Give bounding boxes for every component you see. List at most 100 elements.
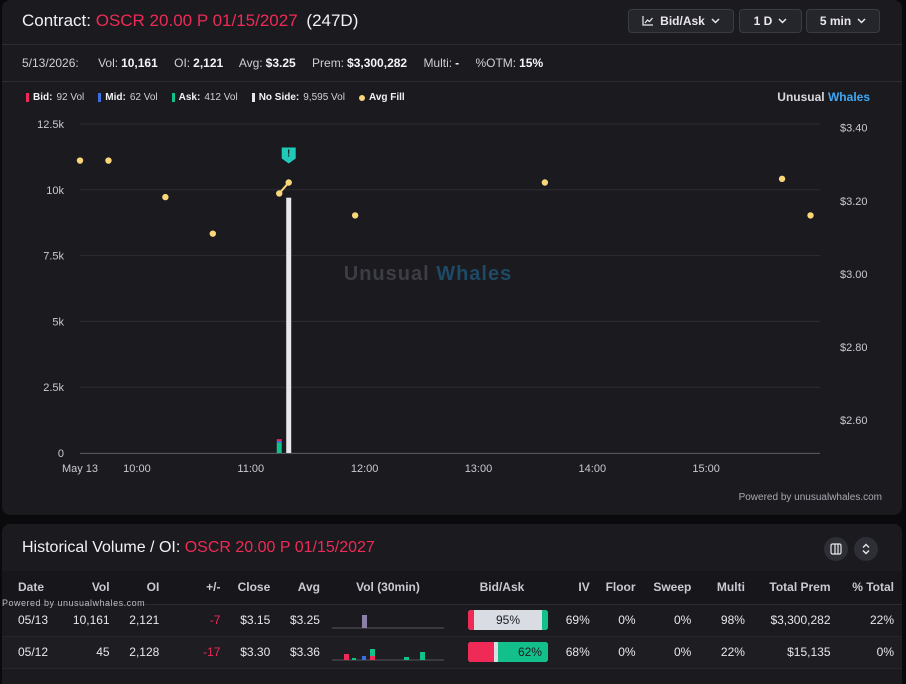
volume-bar-ask bbox=[276, 442, 282, 453]
cell-date: 05/12 bbox=[2, 636, 58, 669]
chart-watermark: Unusual Whales bbox=[344, 263, 512, 285]
col-vol[interactable]: Vol bbox=[57, 571, 114, 605]
table-row[interactable]: 05/13 10,161 2,121 -7 $3.15 $3.25 95 bbox=[2, 604, 902, 637]
mini-bar bbox=[361, 655, 366, 660]
col-iv[interactable]: IV bbox=[551, 571, 594, 605]
brand-word-1: Unusual bbox=[777, 90, 825, 104]
legend-bid[interactable]: Bid: 92 Vol bbox=[26, 92, 84, 103]
stats-otm-label: %OTM: bbox=[475, 56, 517, 70]
legend-mid[interactable]: Mid: 62 Vol bbox=[98, 92, 158, 103]
stats-otm: 15% bbox=[519, 56, 544, 70]
avg-fill-point bbox=[105, 157, 112, 164]
stats-divider bbox=[2, 81, 902, 82]
chart-legend: Bid: 92 Vol Mid: 62 Vol Ask: 412 Vol No Sid… bbox=[26, 92, 405, 103]
mini-bar bbox=[369, 655, 375, 660]
bid-swatch bbox=[26, 93, 29, 102]
col-vol-30min[interactable]: Vol (30min) bbox=[323, 571, 452, 605]
col-oi[interactable]: OI bbox=[113, 571, 164, 605]
cell-floor: 0% bbox=[593, 604, 640, 637]
volume-bar-noside bbox=[286, 197, 292, 453]
cell-floor: 0% bbox=[593, 636, 640, 669]
stats-vol-label: Vol: bbox=[98, 56, 119, 70]
avg-fill-point bbox=[351, 212, 359, 219]
table-watermark: Powered by unusualwhales.com bbox=[2, 598, 146, 608]
volume-bar-mid bbox=[276, 441, 282, 443]
legend-noside[interactable]: No Side: 9,595 Vol bbox=[251, 92, 345, 103]
avg-fill-point bbox=[807, 212, 814, 219]
bid-ask-bar: 95% bbox=[467, 610, 548, 630]
historical-title-text: Historical Volume / OI: bbox=[22, 539, 181, 556]
chevron-down-icon bbox=[778, 18, 787, 24]
legend-avgfill-label: Avg Fill bbox=[368, 92, 405, 103]
cell-iv: 68% bbox=[551, 636, 594, 669]
stats-avg: $3.25 bbox=[265, 56, 296, 70]
col-avg[interactable]: Avg bbox=[274, 571, 324, 605]
brand-logo: Unusual Whales bbox=[777, 90, 870, 104]
mini-bar bbox=[403, 656, 409, 660]
cell-oi: 2,121 bbox=[113, 604, 164, 637]
y-left-tick-label: 12.5k bbox=[37, 119, 64, 131]
legend-mid-value: 62 Vol bbox=[129, 92, 158, 103]
chart-mode-label: Bid/Ask bbox=[660, 14, 705, 28]
legend-ask-label: Ask: bbox=[178, 92, 201, 103]
legend-ask[interactable]: Ask: 412 Vol bbox=[171, 92, 238, 103]
col-date[interactable]: Date bbox=[2, 571, 58, 605]
cell-close: $3.30 bbox=[224, 636, 275, 669]
range-dropdown[interactable]: 1 D bbox=[739, 9, 802, 33]
contract-symbol: OSCR 20.00 P 01/15/2027 bbox=[95, 11, 298, 30]
col-pct-total[interactable]: % Total bbox=[834, 571, 902, 605]
cell-vol: 45 bbox=[57, 636, 114, 669]
alert-marker-icon bbox=[281, 147, 296, 164]
cell-bid-ask: 95% bbox=[451, 604, 552, 637]
col-change[interactable]: +/- bbox=[163, 571, 225, 605]
volume-bar-bid bbox=[276, 439, 282, 442]
col-bid-ask[interactable]: Bid/Ask bbox=[451, 571, 552, 605]
mini-bar bbox=[351, 657, 356, 660]
col-multi[interactable]: Multi bbox=[695, 571, 749, 605]
interval-dropdown[interactable]: 5 min bbox=[806, 9, 880, 33]
col-floor[interactable]: Floor bbox=[593, 571, 640, 605]
stats-multi-label: Multi: bbox=[423, 56, 453, 70]
legend-ask-value: 412 Vol bbox=[204, 92, 238, 103]
table-row[interactable]: 05/12 45 2,128 -17 $3.30 $3.36 bbox=[2, 636, 902, 669]
y-right-tick-label: $2.60 bbox=[840, 415, 868, 427]
avg-fill-point bbox=[162, 193, 169, 201]
bid-ask-ask-fill bbox=[542, 610, 548, 630]
mini-bar bbox=[343, 653, 349, 660]
x-tick-label: 13:00 bbox=[465, 463, 493, 475]
y-left-tick-label: 0 bbox=[58, 448, 64, 460]
historical-contract: OSCR 20.00 P 01/15/2027 bbox=[184, 539, 375, 556]
y-left-tick-label: 10k bbox=[46, 185, 64, 197]
volume-fill-chart: 12.5k 10k 7.5k 5k 2.5k 0 $3.40 $3.20 $3.00 $2.80 $… bbox=[37, 119, 868, 475]
legend-avgfill[interactable]: Avg Fill bbox=[358, 92, 405, 103]
interval-label: 5 min bbox=[819, 14, 852, 28]
x-tick-label: 12:00 bbox=[351, 463, 379, 475]
col-sweep[interactable]: Sweep bbox=[639, 571, 696, 605]
historical-table: Date Vol OI +/- Close Avg Vol (30min) Bi… bbox=[2, 571, 902, 669]
cell-multi: 98% bbox=[695, 604, 749, 637]
chart-mode-dropdown[interactable]: Bid/Ask bbox=[628, 9, 734, 33]
legend-mid-label: Mid: bbox=[105, 92, 126, 103]
header-divider bbox=[2, 44, 902, 45]
col-total-prem[interactable]: Total Prem bbox=[748, 571, 835, 605]
cell-close: $3.15 bbox=[224, 604, 275, 637]
bid-ask-bid-fill bbox=[467, 642, 494, 662]
cell-vol: 10,161 bbox=[57, 604, 114, 637]
historical-panel: Historical Volume / OI: OSCR 20.00 P 01/… bbox=[2, 524, 902, 684]
columns-button[interactable] bbox=[824, 537, 848, 561]
contract-title-prefix: Contract: bbox=[22, 11, 91, 30]
cell-change: -17 bbox=[163, 636, 225, 669]
mini-bar bbox=[361, 614, 367, 628]
cell-avg: $3.25 bbox=[274, 604, 324, 637]
y-right-tick-label: $3.40 bbox=[840, 123, 868, 135]
y-right-tick-label: $2.80 bbox=[840, 342, 868, 354]
bid-ask-pct: 62% bbox=[517, 645, 542, 659]
mini-volume-chart bbox=[331, 614, 444, 628]
x-tick-label: 10:00 bbox=[123, 463, 151, 475]
cell-change: -7 bbox=[163, 604, 225, 637]
cell-vol-30min bbox=[323, 636, 452, 669]
expand-button[interactable] bbox=[854, 537, 878, 561]
col-close[interactable]: Close bbox=[224, 571, 275, 605]
chevron-down-icon bbox=[711, 18, 720, 24]
cell-multi: 22% bbox=[695, 636, 749, 669]
